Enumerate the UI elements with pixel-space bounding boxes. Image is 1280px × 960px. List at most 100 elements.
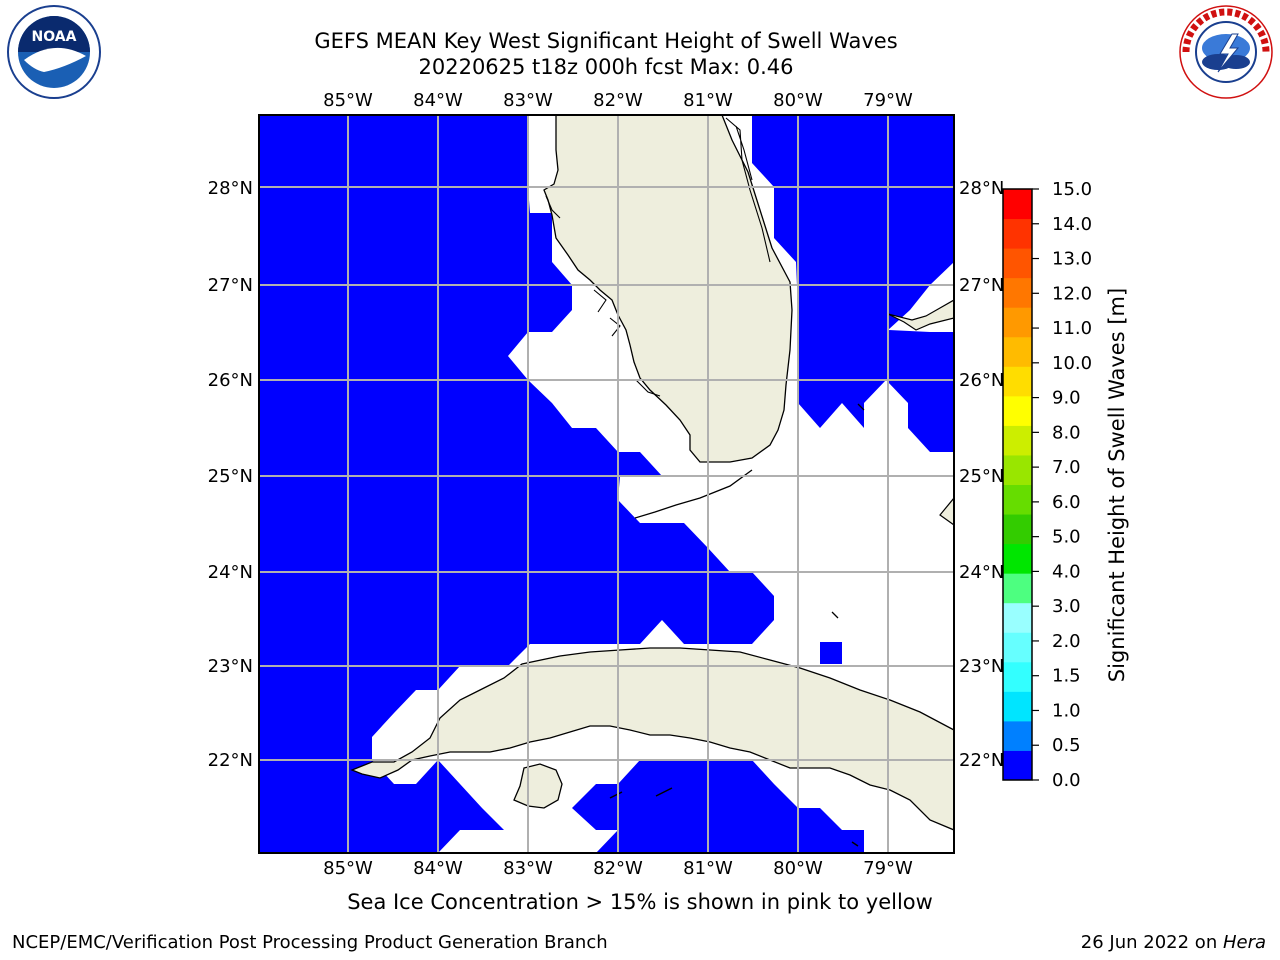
lat-label: 25°N: [959, 466, 1004, 487]
colorbar-swatch: [1003, 691, 1032, 722]
lon-label: 85°W: [323, 858, 373, 879]
colorbar-swatch: [1003, 189, 1032, 220]
colorbar-swatch: [1003, 514, 1032, 545]
chart-subtitle: 20220625 t18z 000h fcst Max: 0.46: [418, 55, 794, 79]
swell-field: [259, 115, 954, 853]
lon-label: 82°W: [593, 858, 643, 879]
colorbar-tick-label: 11.0: [1052, 318, 1092, 339]
map-field: [259, 115, 954, 853]
colorbar-swatch: [1003, 484, 1032, 515]
colorbar-swatch: [1003, 395, 1032, 426]
fl-west-coast-detail: [545, 195, 661, 397]
colorbar-swatch: [1003, 366, 1032, 397]
lat-labels-right: 28°N 27°N 26°N 25°N 24°N 23°N 22°N: [959, 178, 1004, 771]
lat-label: 22°N: [208, 750, 253, 771]
bahamas-land-east: [939, 497, 954, 526]
colorbar-tick-label: 12.0: [1052, 283, 1092, 304]
colorbar-tick-label: 5.0: [1052, 527, 1081, 548]
caribbean-swell-region: [572, 760, 864, 853]
lat-label: 26°N: [959, 370, 1004, 391]
colorbar-tick-label: 4.0: [1052, 561, 1081, 582]
lat-label: 28°N: [959, 178, 1004, 199]
lat-label: 23°N: [208, 656, 253, 677]
lat-label: 26°N: [208, 370, 253, 391]
gulf-swell-region: [259, 115, 774, 853]
map-frame: [258, 114, 955, 854]
lon-label: 80°W: [773, 858, 823, 879]
lon-label: 83°W: [503, 90, 553, 111]
colorbar: 15.0 14.0 13.0 12.0 11.0 10.0 9.0 8.0 7.0 6.0 5.0 4…: [1002, 179, 1092, 791]
nws-logo-icon: [1179, 5, 1273, 99]
colorbar-tick-label: 2.0: [1052, 631, 1081, 652]
colorbar-swatch: [1003, 248, 1032, 279]
colorbar-swatch: [1003, 543, 1032, 574]
colorbar-swatch: [1003, 632, 1032, 663]
colorbar-tick-label: 6.0: [1052, 492, 1081, 513]
colorbar-swatch: [1003, 750, 1032, 781]
colorbar-tick-label: 0.5: [1052, 735, 1081, 756]
colorbar-tick-label: 14.0: [1052, 214, 1092, 235]
lon-labels-top: 85°W 84°W 83°W 82°W 81°W 80°W 79°W: [323, 90, 913, 111]
colorbar-tick-label: 9.0: [1052, 388, 1081, 409]
map-gridlines: [259, 115, 954, 853]
footer-credit: NCEP/EMC/Verification Post Processing Pr…: [12, 932, 608, 953]
colorbar-tick-label: 10.0: [1052, 353, 1092, 374]
lon-label: 82°W: [593, 90, 643, 111]
colorbar-swatch: [1003, 277, 1032, 308]
atlantic-swell-region: [752, 115, 954, 452]
colorbar-tick-label: 3.0: [1052, 596, 1081, 617]
lon-label: 85°W: [323, 90, 373, 111]
lat-label: 23°N: [959, 656, 1004, 677]
lat-label: 28°N: [208, 178, 253, 199]
footer-date-text: 26 Jun 2022 on: [1080, 932, 1223, 953]
noaa-logo-text: NOAA: [32, 29, 77, 45]
isle-of-youth-land: [513, 763, 563, 809]
lon-label: 81°W: [683, 90, 733, 111]
colorbar-tick-label: 7.0: [1052, 457, 1081, 478]
colorbar-swatch: [1003, 218, 1032, 249]
footer-date: 26 Jun 2022 on Hera: [1081, 932, 1266, 953]
colorbar-swatch: [1003, 661, 1032, 692]
colorbar-swatch: [1003, 720, 1032, 751]
colorbar-swatch: [1003, 425, 1032, 456]
lat-label: 27°N: [959, 275, 1004, 296]
chart-title: GEFS MEAN Key West Significant Height of…: [314, 29, 898, 53]
lon-label: 84°W: [413, 90, 463, 111]
caribbean-islets: [609, 787, 859, 847]
colorbar-tick-label: 8.0: [1052, 422, 1081, 443]
colorbar-swatch: [1003, 307, 1032, 338]
colorbar-tick-label: 0.0: [1052, 770, 1081, 791]
colorbar-swatch: [1003, 454, 1032, 485]
sea-ice-note: Sea Ice Concentration > 15% is shown in …: [347, 890, 933, 914]
bahamas-land: [887, 299, 954, 331]
lake-coast-line: [725, 117, 771, 263]
lon-label: 81°W: [683, 858, 733, 879]
colorbar-tick-label: 1.0: [1052, 700, 1081, 721]
lat-label: 24°N: [959, 562, 1004, 583]
footer-host: Hera: [1222, 932, 1266, 953]
lat-label: 24°N: [208, 562, 253, 583]
colorbar-swatch: [1003, 336, 1032, 367]
lat-labels-left: 28°N 27°N 26°N 25°N 24°N 23°N 22°N: [208, 178, 253, 771]
lon-label: 79°W: [863, 90, 913, 111]
lon-labels-bottom: 85°W 84°W 83°W 82°W 81°W 80°W 79°W: [323, 858, 913, 879]
small-island: [831, 403, 865, 619]
noaa-logo-icon: NOAA: [7, 5, 101, 99]
colorbar-swatch: [1003, 602, 1032, 633]
colorbar-tick-label: 13.0: [1052, 249, 1092, 270]
lat-label: 22°N: [959, 750, 1004, 771]
lon-label: 80°W: [773, 90, 823, 111]
colorbar-tick-label: 1.5: [1052, 666, 1081, 687]
lat-label: 27°N: [208, 275, 253, 296]
colorbar-frame: [1002, 188, 1033, 781]
swell-cell: [820, 642, 842, 664]
colorbar-swatch: [1003, 573, 1032, 604]
colorbar-tick-label: 15.0: [1052, 179, 1092, 200]
lon-label: 79°W: [863, 858, 913, 879]
florida-land: [543, 115, 793, 463]
colorbar-label: Significant Height of Swell Waves [m]: [1105, 288, 1129, 682]
lat-label: 25°N: [208, 466, 253, 487]
lon-label: 84°W: [413, 858, 463, 879]
lon-label: 83°W: [503, 858, 553, 879]
